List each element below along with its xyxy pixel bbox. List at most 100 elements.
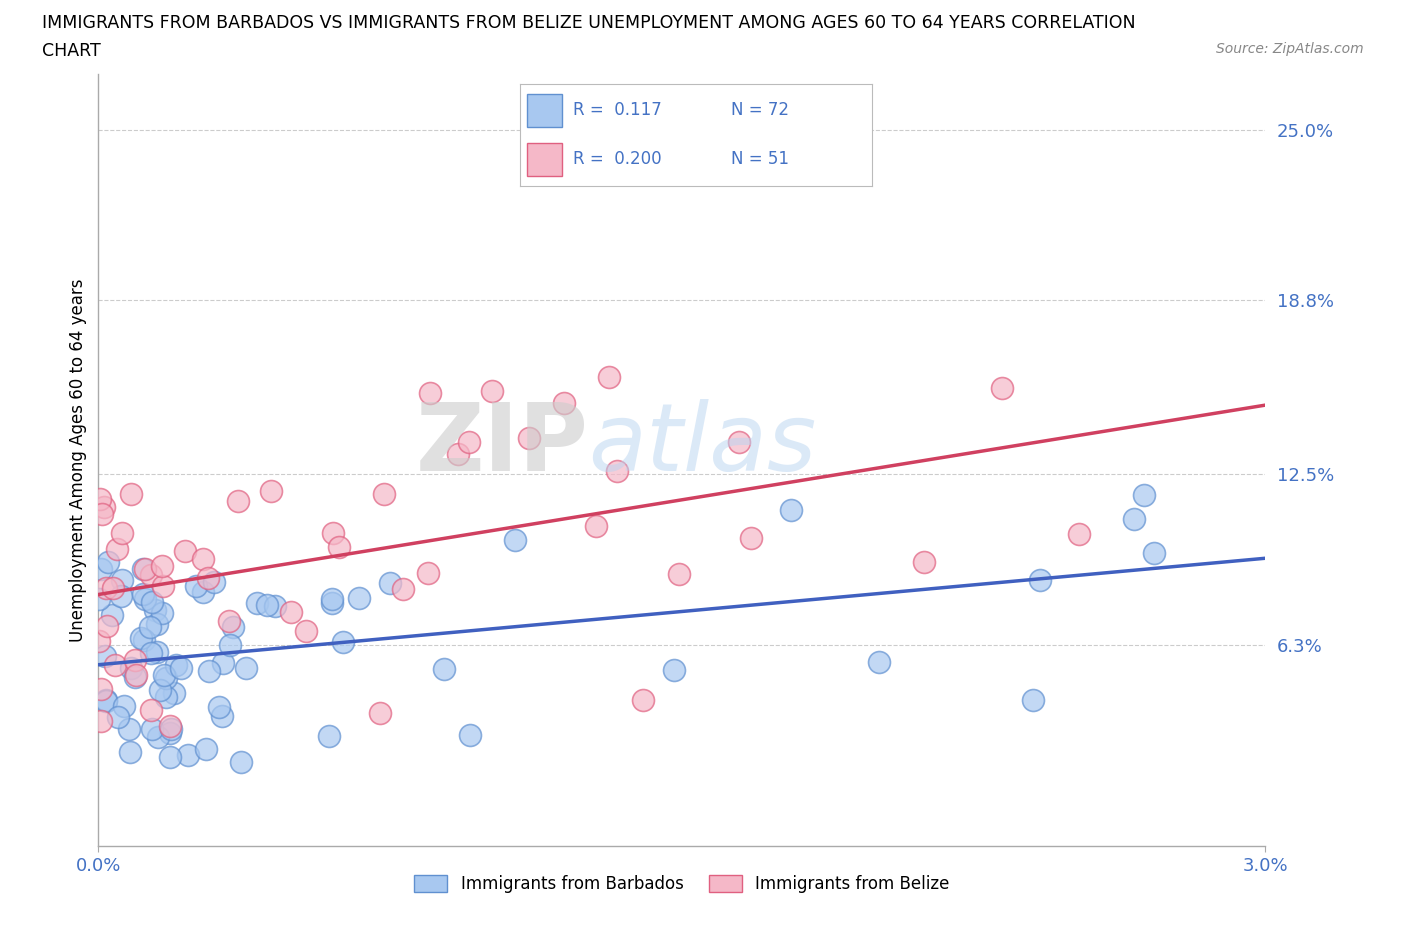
Point <box>134 562 156 577</box>
Text: R =  0.117: R = 0.117 <box>574 101 662 119</box>
Point <box>91 506 114 521</box>
Point <box>93 499 115 514</box>
Text: N = 51: N = 51 <box>731 151 789 168</box>
Point <box>150 559 173 574</box>
Text: CHART: CHART <box>42 42 101 60</box>
Point <box>94 581 117 596</box>
Point <box>159 725 181 740</box>
Point <box>125 668 148 683</box>
Point <box>89 633 111 648</box>
Text: N = 72: N = 72 <box>731 101 789 119</box>
Point <box>159 750 181 764</box>
Point <box>121 661 143 676</box>
Point <box>120 487 142 502</box>
Point <box>155 671 177 685</box>
Point <box>373 486 395 501</box>
Point <box>606 463 628 478</box>
Point <box>332 635 354 650</box>
Point <box>378 575 401 590</box>
Point <box>235 660 257 675</box>
Point <box>155 689 177 704</box>
Point <box>94 648 117 663</box>
Point <box>202 575 225 590</box>
Point <box>124 670 146 684</box>
Point <box>191 551 214 566</box>
Point <box>198 663 221 678</box>
Point <box>139 567 162 582</box>
Point <box>631 692 654 707</box>
Point <box>139 646 162 661</box>
Point <box>519 431 541 445</box>
Point <box>162 685 184 700</box>
Point <box>146 617 169 631</box>
Point <box>211 709 233 724</box>
Point <box>141 721 163 736</box>
Point <box>124 652 146 667</box>
Point <box>186 579 208 594</box>
Point <box>668 566 690 581</box>
Point <box>90 562 112 577</box>
Point <box>111 573 134 588</box>
Point <box>110 588 132 603</box>
Point <box>598 369 620 384</box>
Bar <box>527 94 562 126</box>
Point <box>97 554 120 569</box>
Point <box>146 644 169 659</box>
Text: IMMIGRANTS FROM BARBADOS VS IMMIGRANTS FROM BELIZE UNEMPLOYMENT AMONG AGES 60 TO: IMMIGRANTS FROM BARBADOS VS IMMIGRANTS F… <box>42 14 1136 32</box>
Point <box>229 754 252 769</box>
Point <box>322 525 344 540</box>
Point <box>458 434 481 449</box>
Point <box>256 598 278 613</box>
Point <box>152 578 174 593</box>
Point <box>294 623 316 638</box>
Point <box>280 604 302 619</box>
Point <box>218 614 240 629</box>
Point <box>132 632 155 647</box>
Point <box>347 591 370 605</box>
Point <box>94 694 117 709</box>
Text: atlas: atlas <box>589 399 817 490</box>
Point <box>1029 572 1052 587</box>
Point <box>321 591 343 606</box>
Point <box>433 661 456 676</box>
Point <box>1022 693 1045 708</box>
Point <box>194 742 217 757</box>
Bar <box>527 143 562 176</box>
Point <box>101 608 124 623</box>
Point <box>132 586 155 601</box>
Point <box>170 660 193 675</box>
Point <box>207 699 229 714</box>
Point <box>143 603 166 618</box>
Point <box>112 699 135 714</box>
Point <box>111 525 134 540</box>
Text: Source: ZipAtlas.com: Source: ZipAtlas.com <box>1216 42 1364 56</box>
Point <box>218 637 240 652</box>
Point <box>318 729 340 744</box>
Point <box>139 620 162 635</box>
Point <box>419 386 441 401</box>
Point <box>94 692 117 707</box>
Point <box>89 492 111 507</box>
Point <box>176 748 198 763</box>
Point <box>458 728 481 743</box>
Point <box>585 519 607 534</box>
Point <box>134 591 156 606</box>
Point <box>260 484 283 498</box>
Point <box>264 599 287 614</box>
Point <box>149 683 172 698</box>
Point <box>481 383 503 398</box>
Text: ZIP: ZIP <box>416 399 589 491</box>
Point <box>740 531 762 546</box>
Point <box>226 494 249 509</box>
Point <box>150 605 173 620</box>
Point <box>553 396 575 411</box>
Point <box>990 380 1012 395</box>
Point <box>912 554 935 569</box>
Point <box>104 658 127 672</box>
Point <box>191 585 214 600</box>
Point <box>246 596 269 611</box>
Point <box>96 618 118 633</box>
Point <box>129 631 152 645</box>
Point <box>780 503 803 518</box>
Y-axis label: Unemployment Among Ages 60 to 64 years: Unemployment Among Ages 60 to 64 years <box>69 279 87 642</box>
